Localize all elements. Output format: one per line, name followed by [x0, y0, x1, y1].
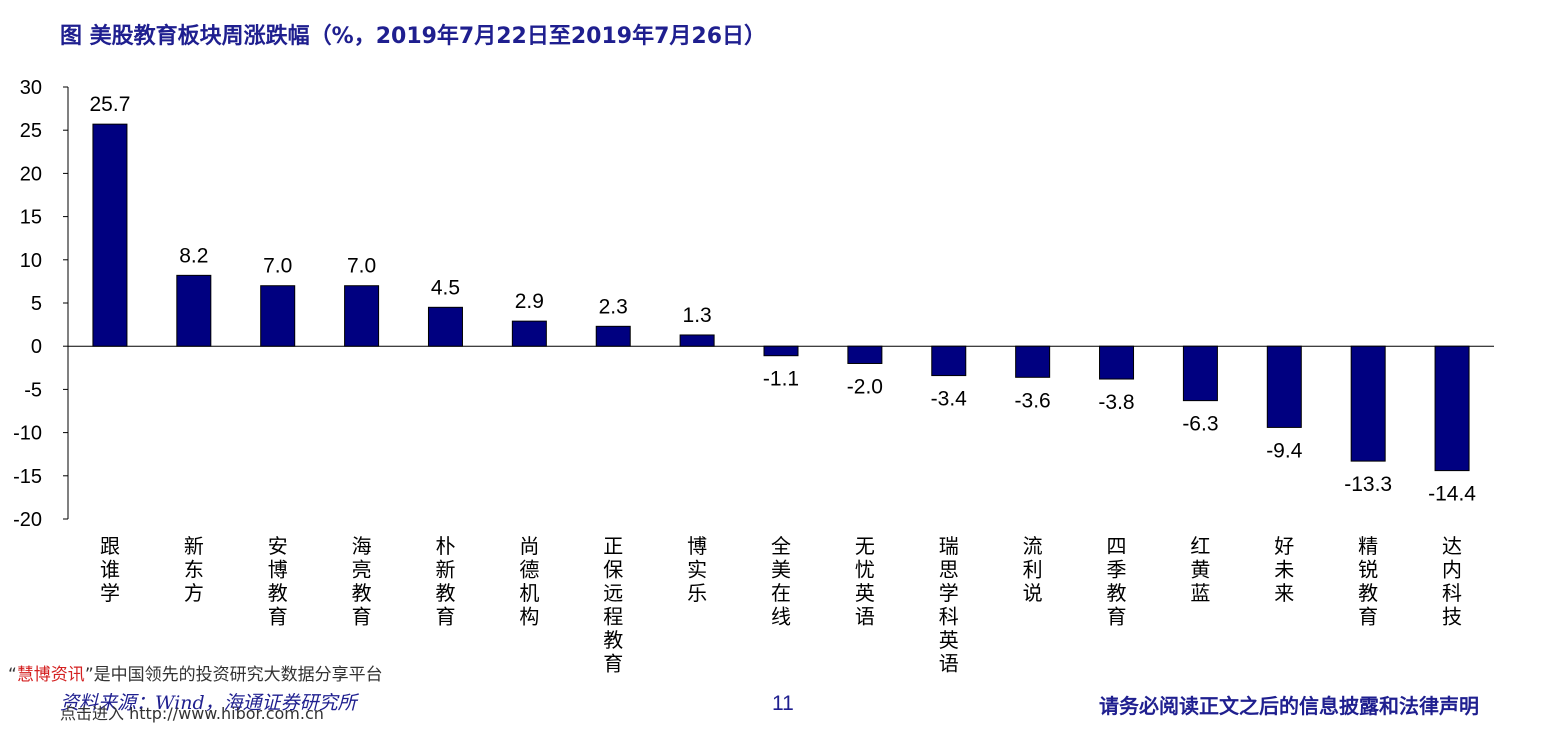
value-label: -13.3 — [1344, 473, 1392, 496]
category-label: 正保远程教育 — [603, 534, 623, 676]
category-label: 博实乐 — [687, 534, 707, 605]
value-label: -3.4 — [931, 388, 968, 411]
category-label: 无忧英语 — [855, 534, 875, 629]
y-tick-label: 20 — [20, 163, 42, 185]
category-label: 尚德机构 — [519, 534, 539, 629]
value-label: 7.0 — [347, 255, 376, 278]
y-axis: 30 25 20 15 10 5 0 -5 -10 -15 -20 — [13, 77, 1494, 531]
bar — [92, 123, 128, 347]
value-label: 25.7 — [90, 93, 131, 116]
bar — [1266, 345, 1302, 428]
watermark-quote-open: “ — [8, 665, 17, 685]
value-label: 7.0 — [263, 255, 292, 278]
bar — [679, 334, 715, 347]
disclaimer: 请务必阅读正文之后的信息披露和法律声明 — [1099, 694, 1479, 718]
value-label: 1.3 — [683, 304, 712, 327]
y-tick-label: 25 — [20, 120, 42, 142]
category-label: 新东方 — [184, 534, 204, 605]
bar — [931, 345, 967, 377]
y-tick-label: 0 — [31, 336, 42, 358]
page-number: 11 — [772, 692, 794, 715]
value-label: -3.6 — [1015, 389, 1051, 412]
category-label: 达内科技 — [1442, 534, 1462, 629]
value-label: 2.9 — [515, 290, 544, 313]
watermark-brand: 慧博资讯 — [16, 665, 85, 685]
category-label: 好未来 — [1274, 534, 1294, 605]
bars — [92, 123, 1470, 472]
bar — [1350, 345, 1386, 462]
category-label: 海亮教育 — [352, 534, 372, 629]
bar — [511, 320, 547, 347]
category-label: 流利说 — [1023, 534, 1043, 605]
y-tick-label: 15 — [20, 207, 42, 229]
bar — [847, 345, 883, 364]
bar — [1182, 345, 1218, 402]
bar — [763, 345, 799, 357]
watermark-slogan: “慧博资讯”是中国领先的投资研究大数据分享平台 — [8, 660, 383, 685]
category-label: 安博教育 — [268, 534, 288, 629]
y-tick-label: -5 — [24, 379, 42, 401]
bar — [344, 285, 380, 347]
x-labels: 跟谁学 新东方 安博教育 海亮教育 朴新教育 尚德机构 正保远程教育 博实乐 全美在线 无忧英语 瑞… — [100, 534, 1462, 676]
value-label: -14.4 — [1428, 483, 1476, 506]
value-label: 8.2 — [179, 244, 208, 267]
y-tick-label: 10 — [20, 250, 42, 272]
value-label: 2.3 — [599, 295, 628, 318]
category-label: 红黄蓝 — [1190, 534, 1210, 605]
value-label: 4.5 — [431, 276, 460, 299]
category-label: 瑞思学科英语 — [939, 534, 959, 676]
bar — [1434, 345, 1470, 472]
bar — [1015, 345, 1051, 378]
watermark-quote-close: ” — [84, 665, 94, 685]
bar — [595, 325, 631, 347]
watermark-link[interactable]: 点击进入 http://www.hibor.com.cn — [60, 704, 324, 723]
category-label: 精锐教育 — [1358, 534, 1378, 629]
value-label: -9.4 — [1266, 439, 1303, 462]
value-label: -6.3 — [1182, 413, 1218, 436]
bar — [176, 274, 212, 347]
category-label: 朴新教育 — [435, 534, 455, 629]
source-note: 资料来源：Wind，海通证券研究所 — [60, 692, 357, 714]
category-label: 四季教育 — [1107, 534, 1127, 629]
value-label: -2.0 — [847, 375, 883, 398]
bar — [427, 306, 463, 347]
y-tick-label: -15 — [13, 466, 42, 488]
bar — [260, 285, 296, 347]
y-tick-label: 5 — [31, 293, 42, 315]
y-tick-label: -20 — [13, 509, 42, 531]
chart-title: 图 美股教育板块周涨跌幅（%，2019年7月22日至2019年7月26日） — [60, 24, 767, 49]
value-labels: 25.7 8.2 7.0 7.0 4.5 2.9 2.3 1.3 -1.1 -2.0 -3.4 -3.… — [90, 93, 1477, 505]
category-label: 全美在线 — [771, 534, 791, 629]
value-label: -1.1 — [763, 368, 799, 391]
y-tick-label: -10 — [13, 423, 42, 445]
bar — [1099, 345, 1135, 380]
value-label: -3.8 — [1098, 391, 1134, 414]
y-tick-label: 30 — [20, 77, 42, 99]
category-label: 跟谁学 — [100, 534, 120, 605]
watermark-slogan-text: 是中国领先的投资研究大数据分享平台 — [93, 665, 383, 685]
